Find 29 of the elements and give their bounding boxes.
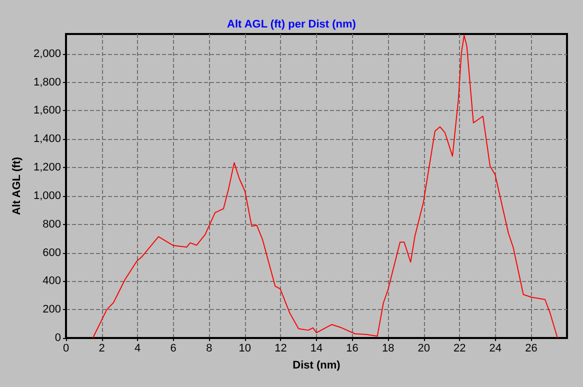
y-tick-label: 1,200 <box>33 162 61 174</box>
chart-title: Alt AGL (ft) per Dist (nm) <box>227 18 356 30</box>
y-tick-label: 0 <box>54 332 61 344</box>
x-tick-label: 8 <box>206 342 212 354</box>
x-tick-label: 20 <box>418 342 430 354</box>
x-tick-label: 2 <box>98 342 105 354</box>
y-tick-label: 2,000 <box>33 48 61 60</box>
x-tick-label: 26 <box>525 342 538 354</box>
y-tick-label: 200 <box>42 304 61 316</box>
y-tick-label: 400 <box>42 275 61 288</box>
x-axis-title: Dist (nm) <box>292 360 341 372</box>
x-tick-label: 4 <box>134 342 141 354</box>
x-tick-label: 16 <box>346 342 358 354</box>
x-tick-label: 14 <box>310 342 323 354</box>
y-tick-label: 1,000 <box>33 190 61 202</box>
x-tick-label: 0 <box>62 342 70 354</box>
y-tick-label: 1,600 <box>33 104 61 117</box>
y-tick-label: 800 <box>42 218 61 230</box>
y-tick-label: 1,800 <box>33 76 61 88</box>
y-tick-label: 600 <box>42 246 61 259</box>
x-tick-label: 6 <box>170 342 176 354</box>
y-axis-title: Alt AGL (ft) <box>11 156 24 216</box>
x-tick-label: 12 <box>274 342 287 354</box>
x-tick-label: 24 <box>489 342 502 354</box>
y-tick-label: 1,400 <box>33 133 61 146</box>
x-tick-label: 10 <box>238 342 252 354</box>
x-tick-label: 22 <box>454 342 466 354</box>
x-tick-label: 18 <box>382 342 394 354</box>
line-series <box>92 34 558 338</box>
